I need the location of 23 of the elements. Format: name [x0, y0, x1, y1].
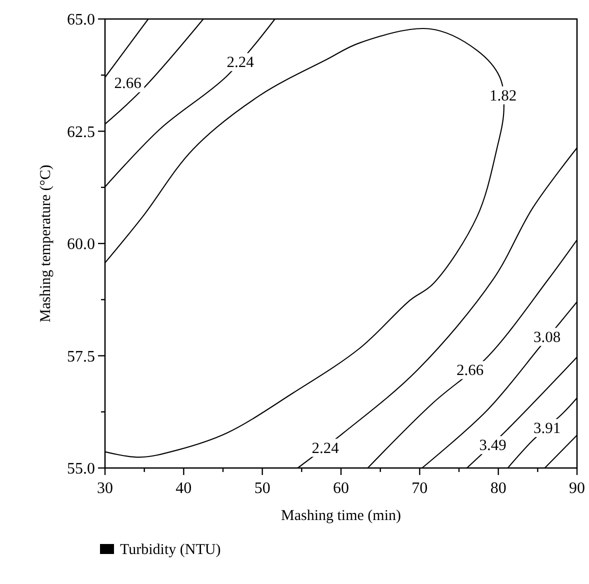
y-tick-label: 65.0 — [67, 12, 95, 28]
x-tick-label: 60 — [333, 480, 349, 497]
annotation: 3.49 — [479, 437, 507, 454]
annotation: 2.24 — [312, 440, 340, 457]
x-tick-label: 50 — [254, 480, 270, 497]
annotation: 3.91 — [534, 420, 561, 438]
legend-title: Turbidity (NTU) — [120, 542, 221, 558]
x-tick-label: 70 — [412, 480, 428, 497]
y-axis-title: Mashing temperature (°C) — [38, 164, 54, 322]
y-tick-label: 60.0 — [67, 236, 95, 253]
y-tick-label: 57.5 — [67, 348, 95, 366]
x-tick-label: 80 — [490, 480, 506, 497]
y-tick-label: 55.0 — [67, 460, 95, 478]
annotation: 3.08 — [534, 328, 561, 346]
annotation: 1.82 — [489, 87, 517, 104]
x-tick-label: 30 — [97, 480, 113, 497]
y-tick-label: 62.5 — [67, 124, 95, 141]
x-tick-label: 90 — [569, 480, 585, 497]
annotation: 2.66 — [114, 75, 142, 92]
x-tick-label: 40 — [176, 480, 192, 497]
x-axis-title: Mashing time (min) — [281, 508, 401, 524]
annotation: 2.24 — [226, 54, 254, 72]
annotation: 2.66 — [456, 362, 484, 380]
